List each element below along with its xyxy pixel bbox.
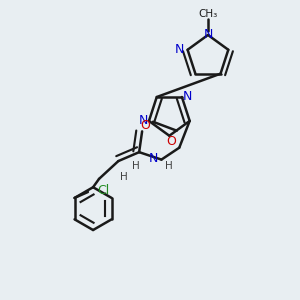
Text: N: N <box>149 152 158 165</box>
Text: H: H <box>165 160 173 170</box>
Text: Cl: Cl <box>97 184 109 197</box>
Text: O: O <box>141 119 151 133</box>
Text: N: N <box>183 90 192 103</box>
Text: N: N <box>175 43 184 56</box>
Text: CH₃: CH₃ <box>198 9 218 19</box>
Text: N: N <box>203 28 213 40</box>
Text: O: O <box>166 135 176 148</box>
Text: N: N <box>139 114 148 127</box>
Text: H: H <box>120 172 128 182</box>
Text: H: H <box>132 160 140 170</box>
